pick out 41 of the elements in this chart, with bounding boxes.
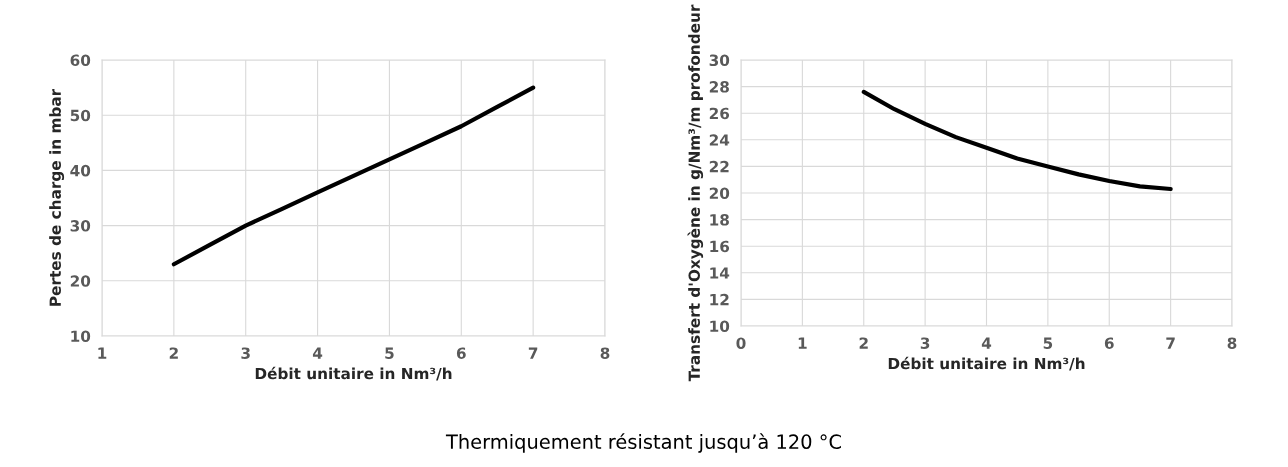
x-tick-label: 0 bbox=[736, 337, 746, 349]
line-series bbox=[861, 89, 1173, 192]
x-tick-label: 7 bbox=[528, 347, 538, 359]
x-axis-title: Débit unitaire in Nm³/h bbox=[888, 356, 1085, 371]
y-tick-label: 22 bbox=[709, 160, 729, 173]
x-tick-label: 3 bbox=[920, 337, 930, 349]
y-tick-label: 16 bbox=[710, 240, 730, 253]
y-tick-label: 10 bbox=[71, 330, 91, 343]
y-axis-title: Transfert d'Oxygène in g/Nm³/m profondeur bbox=[687, 4, 704, 382]
x-tick-label: 5 bbox=[1043, 337, 1053, 349]
x-tick-label: 1 bbox=[98, 347, 107, 359]
y-tick-label: 20 bbox=[70, 275, 91, 287]
x-tick-label: 4 bbox=[981, 337, 992, 349]
y-tick-label: 14 bbox=[710, 267, 730, 279]
x-tick-label: 2 bbox=[169, 347, 178, 359]
x-tick-label: 3 bbox=[241, 347, 250, 359]
line-series bbox=[171, 85, 536, 267]
x-tick-label: 8 bbox=[600, 347, 610, 359]
y-tick-label: 28 bbox=[709, 81, 729, 93]
y-tick-label: 12 bbox=[710, 293, 729, 306]
x-tick-label: 6 bbox=[1104, 337, 1114, 349]
x-tick-label: 1 bbox=[798, 337, 807, 349]
x-axis-title: Débit unitaire in Nm³/h bbox=[255, 366, 452, 381]
y-tick-label: 60 bbox=[70, 54, 91, 67]
y-tick-label: 10 bbox=[710, 320, 730, 333]
x-tick-label: 5 bbox=[385, 347, 394, 359]
x-tick-label: 7 bbox=[1166, 337, 1175, 349]
x-tick-label: 4 bbox=[312, 347, 323, 359]
x-tick-label: 6 bbox=[456, 347, 466, 359]
y-tick-label: 24 bbox=[709, 134, 730, 146]
y-tick-label: 50 bbox=[70, 109, 91, 122]
y-tick-label: 18 bbox=[710, 214, 729, 226]
x-tick-label: 8 bbox=[1227, 337, 1237, 349]
y-tick-label: 30 bbox=[70, 220, 91, 232]
x-tick-label: 2 bbox=[859, 337, 868, 349]
y-axis-title: Pertes de charge in mbar bbox=[49, 88, 65, 306]
y-tick-label: 30 bbox=[709, 54, 730, 67]
text: Thermiquement résistant jusqu’à 120 °C bbox=[445, 433, 841, 453]
y-tick-label: 26 bbox=[709, 107, 730, 120]
y-tick-label: 40 bbox=[70, 164, 91, 177]
y-tick-label: 20 bbox=[709, 187, 730, 200]
